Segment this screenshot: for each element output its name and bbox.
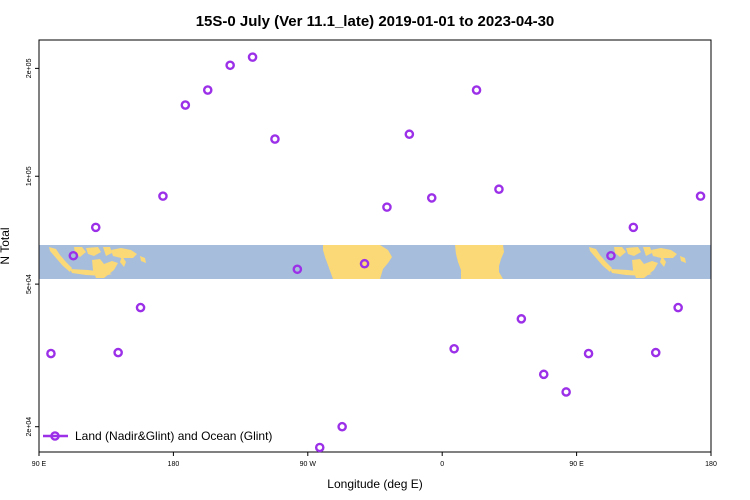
x-tick-label: 180 — [705, 461, 717, 468]
data-point — [583, 348, 594, 359]
data-points — [46, 52, 706, 453]
x-tick-label: 90 E — [32, 461, 47, 468]
data-point — [292, 264, 303, 275]
background-map — [39, 245, 711, 279]
y-tick-label: 2e+05 — [26, 58, 33, 78]
data-point — [46, 348, 56, 359]
data-point — [494, 184, 504, 195]
data-point — [471, 85, 482, 95]
data-point — [270, 134, 280, 144]
legend-label: Land (Nadir&Glint) and Ocean (Glint) — [75, 429, 272, 443]
plot-frame — [38, 39, 712, 453]
x-tick-label: 90 W — [300, 461, 317, 468]
x-axis: 90 E 180 90 W 0 90 E 180 — [32, 452, 717, 468]
data-point — [695, 191, 706, 201]
x-tick-label: 90 E — [569, 461, 584, 468]
data-point — [113, 347, 123, 358]
land-maritime-continent-repeat — [589, 247, 686, 278]
x-tick-label: 0 — [440, 461, 444, 468]
y-axis-label: N Total — [0, 227, 12, 264]
data-point — [158, 191, 168, 201]
x-axis-label: Longitude (deg E) — [327, 477, 422, 491]
data-point — [449, 343, 459, 354]
chart-title: 15S-0 July (Ver 11.1_late) 2019-01-01 to… — [196, 13, 555, 30]
data-point — [561, 387, 571, 397]
data-point — [382, 202, 392, 212]
data-point — [404, 129, 415, 140]
legend: Land (Nadir&Glint) and Ocean (Glint) — [43, 429, 272, 443]
data-point — [202, 85, 213, 95]
data-point — [180, 100, 191, 110]
y-tick-label: 1e+05 — [26, 166, 33, 186]
data-point — [538, 369, 549, 380]
y-tick-label: 2e+04 — [26, 417, 33, 437]
data-point — [337, 421, 347, 432]
land-south-america — [323, 245, 392, 279]
data-point — [673, 302, 683, 313]
data-point — [247, 52, 258, 62]
legend-marker — [50, 431, 60, 441]
data-point — [516, 314, 527, 324]
land-africa — [455, 245, 504, 279]
data-point — [225, 60, 235, 71]
data-point — [606, 250, 616, 261]
data-point — [314, 442, 325, 453]
data-point — [90, 222, 101, 233]
data-point — [68, 250, 79, 261]
data-point — [426, 193, 437, 203]
data-point — [135, 302, 146, 313]
y-axis: 2e+04 5e+04 1e+05 2e+05 — [26, 58, 39, 437]
y-tick-label: 5e+04 — [26, 274, 33, 294]
data-point — [628, 222, 639, 233]
data-point — [359, 258, 370, 269]
x-tick-label: 180 — [168, 461, 180, 468]
data-point — [650, 347, 661, 358]
